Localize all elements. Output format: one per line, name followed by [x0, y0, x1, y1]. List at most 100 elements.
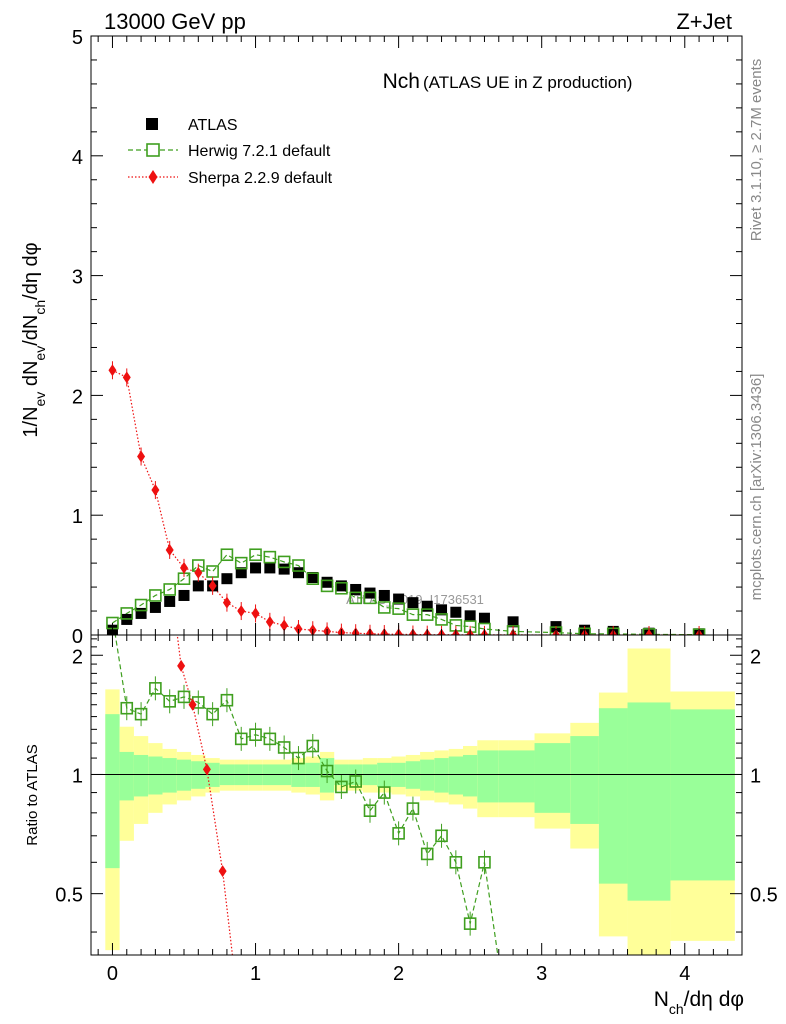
ratio-band-inner	[162, 758, 177, 793]
ratio-herwig-point	[134, 707, 148, 721]
y-label-sub: ev	[32, 346, 48, 361]
y-label-part: dN	[20, 361, 42, 392]
herwig-point	[363, 591, 377, 605]
atlas-point	[250, 562, 262, 574]
ratio-band-inner	[148, 756, 163, 795]
ratio-herwig-point	[420, 847, 434, 861]
atlas-point	[350, 583, 362, 595]
ratio-ytick-label-right: 1	[750, 765, 761, 787]
ratio-y-axis-label: Ratio to ATLAS	[24, 744, 41, 845]
ratio-band-inner	[477, 750, 499, 803]
atlas-point	[421, 600, 433, 612]
ratio-xtick-label: 1	[250, 963, 261, 985]
ratio-ytick-label-right: 2	[750, 646, 761, 668]
ratio-herwig-point	[263, 732, 277, 746]
ratio-xtick-label: 2	[393, 963, 404, 985]
atlas-point	[135, 607, 147, 619]
herwig-point	[149, 589, 162, 602]
ratio-band-inner	[420, 759, 435, 791]
herwig-point	[263, 550, 277, 564]
main-ytick-label: 0	[72, 626, 83, 648]
main-subtitle: (ATLAS UE in Z production)	[423, 73, 632, 92]
ratio-herwig-point	[120, 701, 134, 715]
ratio-band-inner	[176, 759, 192, 791]
ratio-herwig-point	[206, 707, 219, 721]
ratio-herwig-point	[478, 856, 491, 869]
ratio-herwig-point	[149, 682, 162, 695]
herwig-point	[392, 602, 405, 615]
ratio-ytick-label-left: 0.5	[55, 885, 83, 907]
legend-label-sherpa: Sherpa 2.2.9 default	[188, 170, 333, 187]
ratio-sherpa-point	[218, 865, 227, 878]
ratio-herwig-point	[349, 775, 362, 788]
herwig-point	[335, 581, 348, 595]
ratio-herwig-point	[306, 739, 320, 753]
ratio-band-inner	[405, 761, 421, 789]
atlas-point	[178, 589, 190, 601]
main-title: Nch	[383, 70, 420, 93]
main-ytick-label: 3	[72, 267, 83, 289]
herwig-point	[378, 601, 391, 614]
atlas-point	[278, 563, 290, 575]
y-label-part: /dN	[20, 315, 42, 346]
ratio-band-inner	[627, 702, 671, 901]
atlas-point	[436, 604, 448, 616]
herwig-point	[406, 608, 420, 621]
ratio-sherpa-line	[176, 635, 234, 955]
atlas-point	[221, 573, 233, 585]
ratio-band-inner	[598, 708, 628, 884]
process-label: Z+Jet	[676, 9, 732, 34]
ratio-herwig-point	[234, 732, 248, 746]
ratio-herwig-point	[292, 751, 305, 765]
ratio-band-inner	[119, 751, 134, 801]
x-label-part: N	[654, 988, 669, 1011]
ratio-axes: 0.5 0.5 1 1 2 2 0 1 2 3 4	[55, 634, 778, 985]
y-label-sub: ch	[32, 300, 48, 315]
herwig-point	[435, 613, 448, 626]
atlas-point	[393, 593, 405, 605]
ratio-herwig-point	[363, 804, 377, 817]
herwig-point	[320, 579, 334, 593]
ratio-panel: 0.5 0.51 12 20 1 2 3 4 Ratio to ATLAS Nch/dη dφ	[24, 634, 778, 1017]
atlas-point	[450, 606, 462, 618]
atlas-point	[507, 616, 519, 628]
ratio-herwig-point	[435, 829, 448, 843]
ratio-herwig-point	[406, 802, 420, 815]
atlas-point	[407, 597, 419, 609]
herwig-point	[306, 572, 320, 585]
herwig-point	[163, 583, 176, 596]
ratio-sherpa-point	[202, 763, 211, 776]
ratio-xtick-label: 0	[107, 963, 118, 985]
main-ytick-label: 5	[72, 27, 83, 49]
herwig-point	[292, 559, 305, 572]
legend-entry-sherpa: Sherpa 2.2.9 default	[128, 170, 333, 187]
x-label-sub: ch	[669, 1001, 684, 1017]
y-label-part: /dη dφ	[20, 242, 42, 299]
herwig-point	[349, 591, 362, 605]
atlas-point	[478, 612, 490, 624]
legend-label-atlas: ATLAS	[188, 117, 238, 134]
ratio-frame	[90, 634, 743, 956]
atlas-point	[378, 589, 390, 601]
ratio-band-inner	[191, 761, 206, 789]
ratio-plot-area	[91, 635, 742, 955]
atlas-point	[235, 567, 247, 579]
herwig-point	[120, 607, 134, 620]
ratio-herwig-point	[320, 764, 334, 778]
ratio-herwig-point	[335, 780, 348, 794]
mcplots-label: mcplots.cern.ch [arXiv:1306.3436]	[748, 374, 765, 601]
ratio-band-inner	[448, 756, 463, 795]
ratio-herwig-point	[378, 786, 391, 799]
atlas-point	[335, 580, 347, 592]
herwig-point	[277, 555, 291, 569]
herwig-point	[420, 608, 434, 621]
herwig-point	[220, 548, 234, 562]
ratio-herwig-point	[463, 917, 477, 930]
legend-label-herwig: Herwig 7.2.1 default	[188, 143, 331, 160]
legend-entry-herwig: Herwig 7.2.1 default	[128, 143, 331, 160]
main-ytick-label: 4	[72, 147, 83, 169]
herwig-point	[134, 598, 148, 612]
legend: ATLAS Herwig 7.2.1 default Sherpa 2.2.9 …	[128, 117, 333, 187]
ratio-band-inner	[434, 758, 449, 793]
